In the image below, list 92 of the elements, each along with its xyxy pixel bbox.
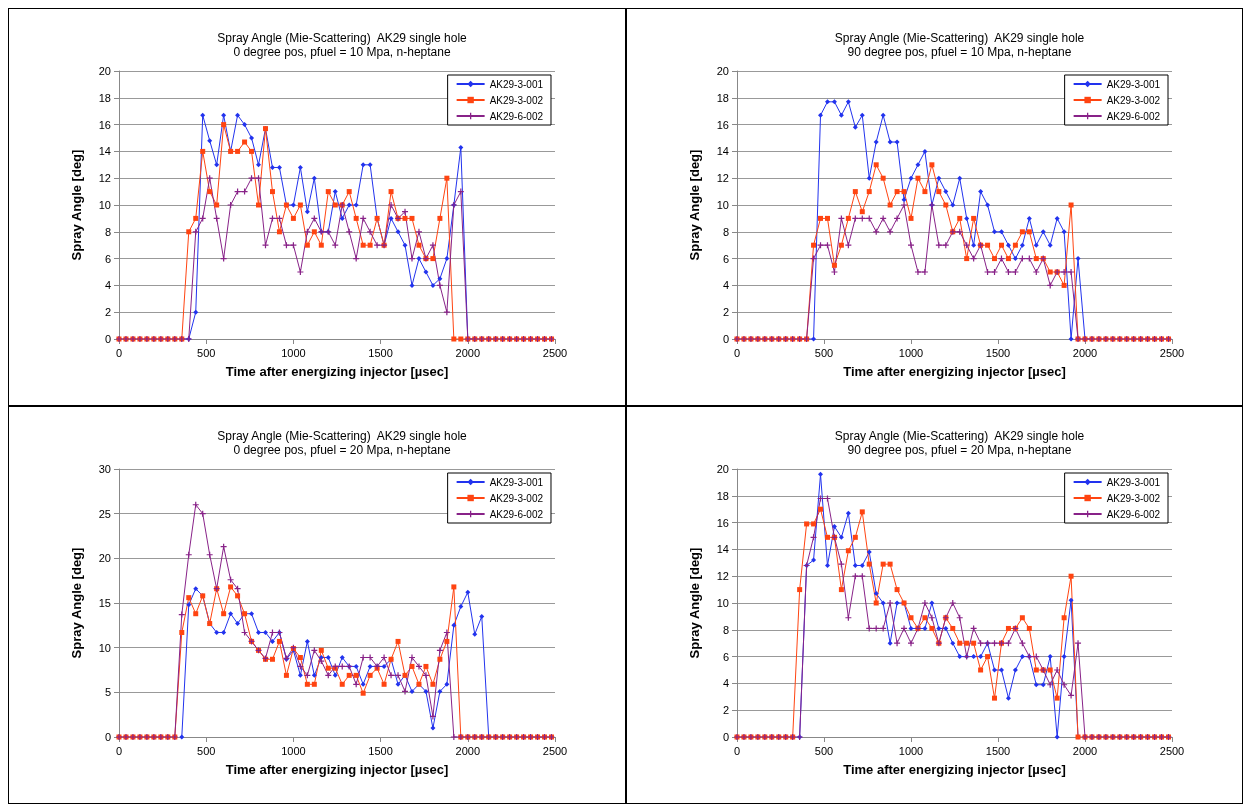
- chart-subtitle: 0 degree pos, pfuel = 20 Mpa, n-heptane: [233, 443, 451, 457]
- x-tick-label: 1500: [985, 346, 1011, 359]
- y-tick-label: 20: [98, 552, 111, 565]
- legend-label: AK29-6-002: [489, 110, 544, 122]
- x-tick-label: 1000: [281, 744, 306, 757]
- x-tick-label: 0: [733, 744, 741, 757]
- x-tick-label: 500: [197, 346, 216, 359]
- x-tick-label: 500: [814, 744, 834, 757]
- legend-label: AK29-6-002: [489, 508, 544, 520]
- y-tick-label: 4: [722, 677, 729, 690]
- x-tick-label: 1500: [368, 744, 393, 757]
- legend-label: AK29-3-001: [1106, 78, 1161, 90]
- x-tick-label: 2500: [542, 744, 568, 757]
- y-tick-label: 20: [98, 65, 111, 77]
- x-tick-label: 2500: [542, 346, 568, 359]
- x-axis-title: Time after energizing injector [µsec]: [225, 364, 449, 379]
- x-tick-label: 2000: [1072, 744, 1098, 757]
- chart-title: Spray Angle (Mie-Scattering) AK29 single hole: [217, 429, 468, 443]
- x-tick-label: 1000: [898, 346, 924, 359]
- y-axis-title: Spray Angle [deg]: [687, 547, 702, 659]
- chart-title: Spray Angle (Mie-Scattering) AK29 single hole: [217, 31, 468, 45]
- x-axis-title: Time after energizing injector [µsec]: [843, 762, 1066, 777]
- x-tick-label: 2000: [455, 346, 481, 359]
- x-tick-label: 0: [115, 744, 123, 757]
- y-tick-label: 10: [98, 641, 111, 654]
- y-tick-label: 2: [722, 704, 729, 717]
- chart-subtitle: 90 degree pos, pfuel = 20 Mpa, n-heptane: [847, 443, 1072, 457]
- x-tick-label: 2500: [1159, 346, 1185, 359]
- x-axis-title: Time after energizing injector [µsec]: [843, 364, 1066, 379]
- y-tick-label: 8: [722, 623, 729, 636]
- legend-label: AK29-3-002: [1106, 492, 1161, 504]
- x-tick-label: 1000: [281, 346, 306, 359]
- y-tick-label: 5: [104, 686, 111, 699]
- y-axis-title: Spray Angle [deg]: [69, 149, 84, 261]
- legend-label: AK29-6-002: [1106, 508, 1161, 520]
- chart-subtitle: 0 degree pos, pfuel = 10 Mpa, n-heptane: [233, 45, 451, 59]
- y-tick-label: 6: [722, 650, 729, 663]
- legend-label: AK29-3-002: [489, 94, 544, 106]
- x-axis-title: Time after energizing injector [µsec]: [225, 762, 449, 777]
- y-tick-label: 18: [716, 489, 729, 502]
- y-tick-label: 0: [104, 731, 111, 743]
- y-tick-label: 16: [716, 516, 729, 529]
- x-tick-label: 500: [197, 744, 216, 757]
- x-tick-label: 2000: [1072, 346, 1098, 359]
- y-tick-label: 20: [716, 65, 729, 77]
- y-axis-title: Spray Angle [deg]: [687, 149, 702, 261]
- legend-label: AK29-3-002: [489, 492, 544, 504]
- x-tick-label: 1500: [985, 744, 1011, 757]
- y-tick-label: 12: [98, 172, 111, 185]
- y-tick-label: 0: [722, 333, 729, 345]
- y-tick-label: 14: [98, 145, 111, 158]
- x-tick-label: 2000: [455, 744, 481, 757]
- y-tick-label: 8: [722, 225, 729, 238]
- y-tick-label: 8: [104, 225, 111, 238]
- legend-label: AK29-3-002: [1106, 94, 1161, 106]
- y-tick-label: 25: [98, 507, 111, 520]
- y-tick-label: 4: [104, 279, 111, 292]
- y-tick-label: 2: [104, 306, 111, 319]
- x-tick-label: 2500: [1159, 744, 1185, 757]
- y-tick-label: 2: [722, 306, 729, 319]
- y-tick-label: 10: [716, 199, 729, 211]
- y-tick-label: 18: [716, 91, 729, 104]
- y-tick-label: 16: [98, 118, 111, 131]
- y-tick-label: 12: [716, 570, 729, 583]
- x-tick-label: 1500: [368, 346, 393, 359]
- y-axis-title: Spray Angle [deg]: [69, 547, 84, 659]
- y-tick-label: 4: [722, 279, 729, 292]
- y-tick-label: 18: [98, 91, 111, 104]
- y-tick-label: 6: [722, 252, 729, 265]
- y-tick-label: 12: [716, 172, 729, 185]
- chart-subtitle: 90 degree pos, pfuel = 10 Mpa, n-heptane: [847, 45, 1072, 59]
- y-tick-label: 0: [722, 731, 729, 743]
- y-tick-label: 14: [716, 543, 729, 556]
- chart-title: Spray Angle (Mie-Scattering) AK29 single hole: [834, 31, 1085, 45]
- y-tick-label: 15: [98, 597, 111, 609]
- legend-label: AK29-3-001: [489, 78, 544, 90]
- y-tick-label: 14: [716, 145, 729, 158]
- x-tick-label: 1000: [898, 744, 924, 757]
- x-tick-label: 0: [115, 346, 123, 359]
- legend-label: AK29-6-002: [1106, 110, 1161, 122]
- y-tick-label: 30: [98, 463, 111, 475]
- x-tick-label: 0: [733, 346, 741, 359]
- legend-label: AK29-3-001: [1106, 476, 1161, 488]
- y-tick-label: 10: [98, 199, 111, 211]
- chart-title: Spray Angle (Mie-Scattering) AK29 single hole: [834, 429, 1085, 443]
- y-tick-label: 10: [716, 597, 729, 609]
- y-tick-label: 16: [716, 118, 729, 131]
- y-tick-label: 20: [716, 463, 729, 475]
- legend-label: AK29-3-001: [489, 476, 544, 488]
- x-tick-label: 500: [814, 346, 834, 359]
- y-tick-label: 0: [104, 333, 111, 345]
- y-tick-label: 6: [104, 252, 111, 265]
